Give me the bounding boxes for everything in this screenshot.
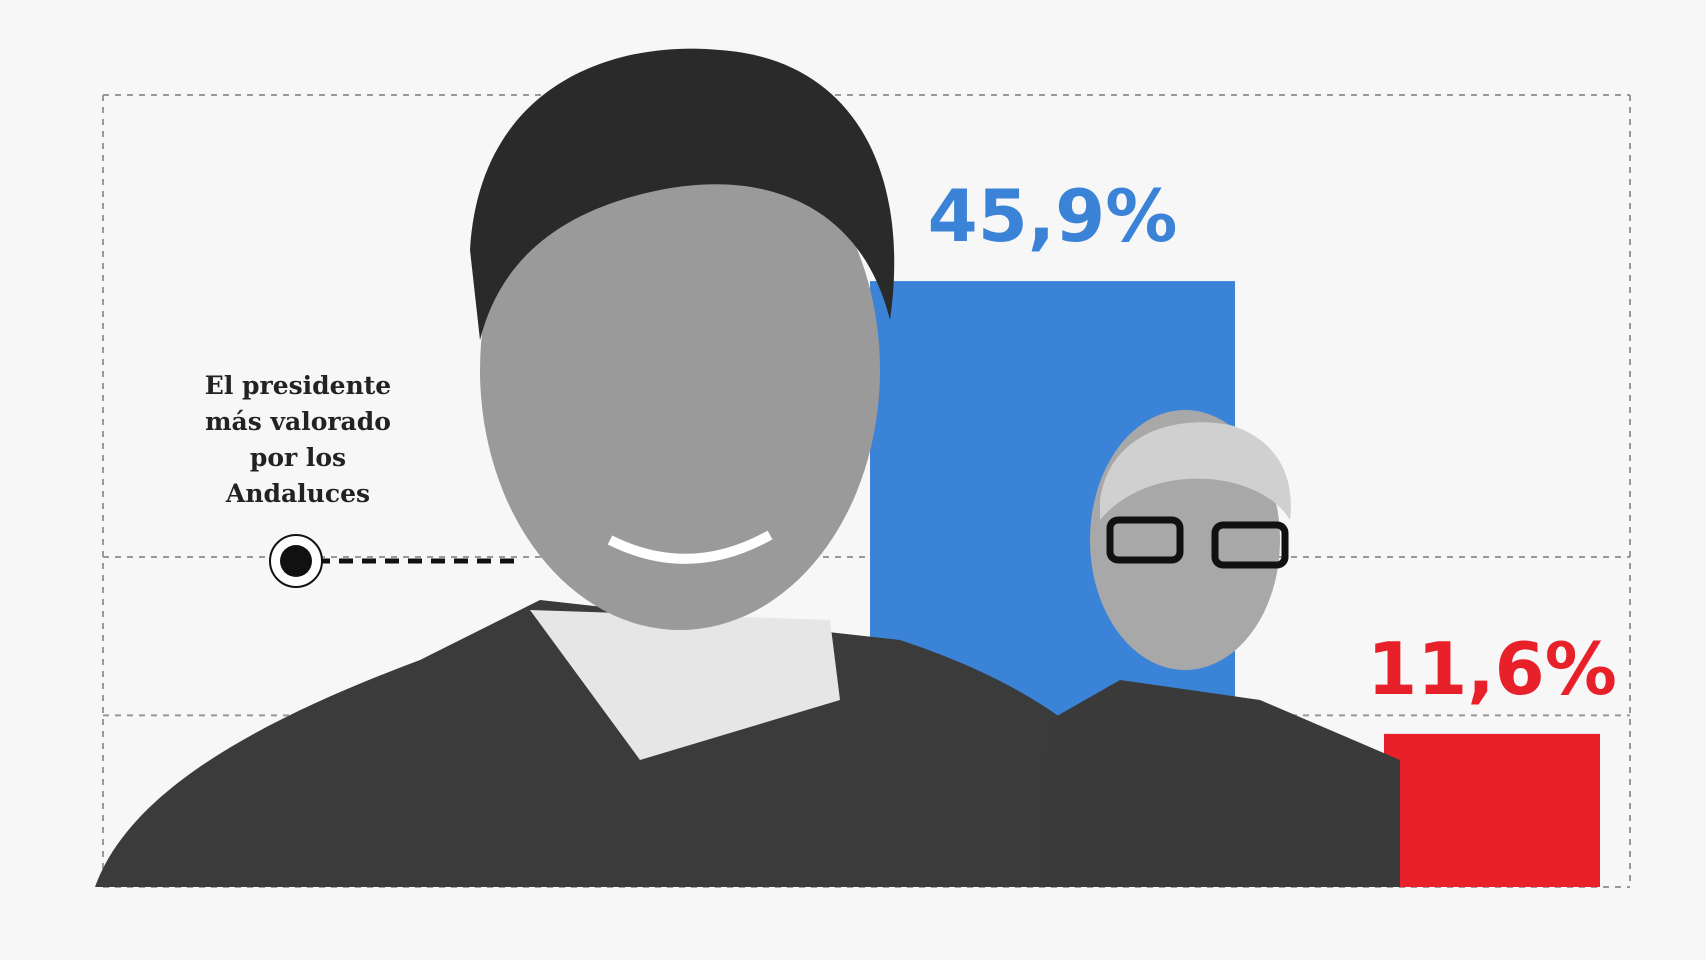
value-labels: 45,9% 11,6% [928,174,1617,711]
annotation-line-text: Andaluces [225,479,370,508]
annotation: El presidente más valorado por los Andaluce… [205,371,391,508]
annotation-line-text: más valorado [205,407,391,436]
annotation-line-text: por los [250,443,346,472]
annotation-dot [280,545,312,577]
value-label: 11,6% [1367,627,1617,711]
value-label: 45,9% [928,174,1178,258]
annotation-line-text: El presidente [205,371,391,400]
bar [1384,733,1600,887]
photo-second [1040,410,1400,887]
photo-main [95,48,1190,887]
